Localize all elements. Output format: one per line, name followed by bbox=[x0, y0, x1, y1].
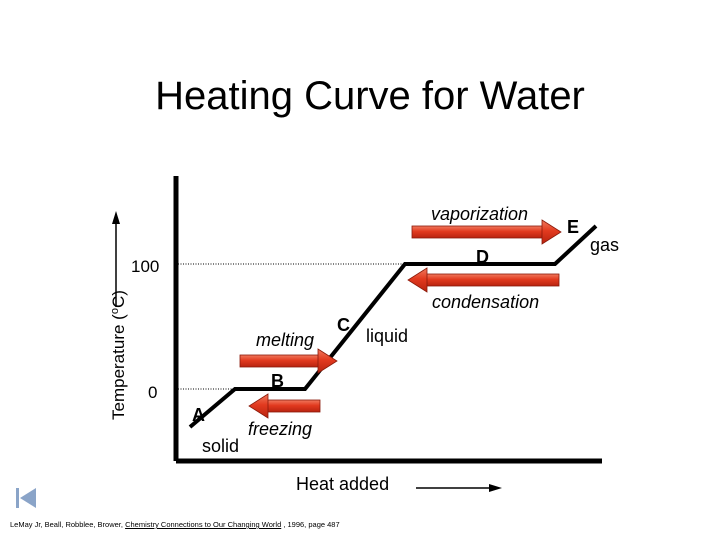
x-axis-label: Heat added bbox=[296, 474, 389, 494]
point-a: A bbox=[192, 405, 205, 425]
tick-100: 100 bbox=[131, 257, 159, 276]
y-axis-arrowhead bbox=[112, 211, 120, 224]
freezing-arrow bbox=[248, 393, 321, 419]
point-e: E bbox=[567, 217, 579, 237]
freezing-label: freezing bbox=[248, 419, 312, 439]
page-title: Heating Curve for Water bbox=[155, 74, 585, 118]
tick-0: 0 bbox=[148, 383, 157, 402]
vaporization-arrow bbox=[411, 219, 562, 245]
citation: LeMay Jr, Beall, Robblee, Brower, Chemis… bbox=[10, 520, 340, 529]
melting-label: melting bbox=[256, 330, 314, 350]
citation-rest: , 1996, page 487 bbox=[281, 520, 340, 529]
melting-arrow bbox=[239, 348, 338, 374]
point-d: D bbox=[476, 247, 489, 267]
point-b: B bbox=[271, 371, 284, 391]
heating-curve bbox=[188, 224, 598, 429]
citation-authors: LeMay Jr, Beall, Robblee, Brower, bbox=[10, 520, 126, 529]
y-axis-label: Temperature (oC) bbox=[109, 290, 128, 420]
x-axis-arrowhead bbox=[489, 484, 502, 492]
phase-solid: solid bbox=[202, 436, 239, 456]
phase-liquid: liquid bbox=[366, 326, 408, 346]
condensation-arrow bbox=[407, 267, 560, 293]
citation-book: Chemistry Connections to Our Changing Wo… bbox=[125, 520, 282, 529]
point-c: C bbox=[337, 315, 350, 335]
skip-back-icon bbox=[16, 488, 36, 508]
vaporization-label: vaporization bbox=[431, 204, 528, 224]
condensation-label: condensation bbox=[432, 292, 539, 312]
skip-back-button[interactable] bbox=[14, 486, 38, 510]
phase-gas: gas bbox=[590, 235, 619, 255]
